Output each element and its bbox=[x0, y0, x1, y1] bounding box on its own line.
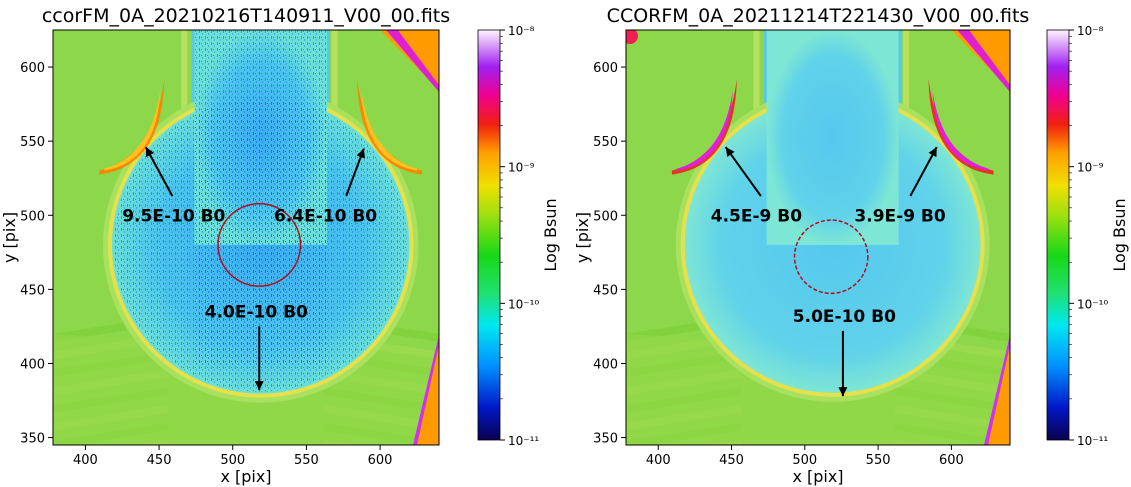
channel-edge bbox=[331, 30, 338, 171]
chart-title: CCORFM_0A_20211214T221430_V00_00.fits bbox=[607, 5, 1030, 27]
y-tick-label: 500 bbox=[20, 209, 45, 224]
annotation-label: 6.4E-10 B0 bbox=[274, 206, 377, 226]
annotation-arrowhead bbox=[838, 387, 848, 397]
channel-edge bbox=[181, 30, 188, 171]
colorbar-tick-label: 10⁻⁹ bbox=[1077, 161, 1104, 175]
y-tick-label: 450 bbox=[20, 283, 45, 298]
annotation-arrowhead bbox=[356, 148, 365, 159]
bright-horn-core bbox=[676, 90, 733, 171]
colorbar-tick-label: 10⁻¹¹ bbox=[1077, 434, 1108, 448]
y-tick-label: 450 bbox=[593, 283, 618, 298]
annotation-arrowhead bbox=[145, 147, 155, 158]
x-axis-label: x [pix] bbox=[792, 467, 843, 486]
annotation-arrowhead bbox=[928, 147, 937, 158]
annotation-arrow bbox=[909, 146, 938, 197]
x-tick-label: 400 bbox=[646, 453, 671, 468]
panel-1: 9.5E-10 B0 6.4E-10 B0 4.0E-10 B0 400 450 500 5… bbox=[0, 5, 560, 486]
annotation-arrow bbox=[144, 146, 174, 197]
colorbar-label: Log Bsun bbox=[1110, 198, 1129, 271]
channel-fill bbox=[766, 30, 899, 245]
y-axis-label: y [pix] bbox=[0, 212, 19, 263]
annotation-label: 9.5E-10 B0 bbox=[122, 206, 225, 226]
x-tick-label: 400 bbox=[73, 453, 98, 468]
axes-frame bbox=[625, 29, 1011, 446]
heatmap-image bbox=[626, 30, 1010, 445]
channel-edge bbox=[753, 30, 760, 171]
y-tick-label: 350 bbox=[593, 432, 618, 447]
corner-glow-bottom-edge bbox=[984, 335, 1010, 445]
colorbar-label: Log Bsun bbox=[541, 198, 560, 271]
channel-edge bbox=[903, 30, 910, 171]
y-tick-label: 550 bbox=[20, 135, 45, 150]
corner-glow-edge bbox=[385, 30, 439, 92]
bright-horn-core bbox=[104, 90, 161, 171]
x-tick-label: 500 bbox=[220, 453, 245, 468]
bright-horn-core bbox=[932, 90, 989, 171]
x-tick-label: 550 bbox=[866, 453, 891, 468]
aperture-circle bbox=[217, 202, 302, 287]
colorbar bbox=[477, 29, 501, 441]
y-tick-label: 350 bbox=[20, 432, 45, 447]
corner-glow bbox=[380, 30, 439, 90]
y-tick-label: 600 bbox=[593, 61, 618, 76]
colorbar-tick-label: 10⁻⁸ bbox=[1077, 24, 1104, 38]
x-tick-label: 450 bbox=[147, 453, 172, 468]
y-tick-label: 400 bbox=[593, 357, 618, 372]
y-tick-label: 600 bbox=[20, 61, 45, 76]
axes-frame bbox=[52, 29, 440, 446]
colorbar-tick-label: 10⁻¹¹ bbox=[508, 434, 539, 448]
colorbar-tick-label: 10⁻¹⁰ bbox=[1077, 297, 1108, 311]
corner-glow-bottom-edge bbox=[413, 335, 439, 445]
x-tick-label: 600 bbox=[368, 453, 393, 468]
corner-glow-topleft bbox=[626, 30, 638, 44]
annotation-label: 4.0E-10 B0 bbox=[205, 303, 308, 323]
y-tick-label: 500 bbox=[593, 209, 618, 224]
annotation-arrowhead bbox=[725, 147, 735, 158]
x-tick-label: 450 bbox=[719, 453, 744, 468]
corner-glow-edge bbox=[957, 30, 1010, 92]
annotation-label: 5.0E-10 B0 bbox=[793, 307, 896, 327]
x-tick-label: 600 bbox=[939, 453, 964, 468]
x-axis-label: x [pix] bbox=[220, 467, 271, 486]
colorbar-tick-label: 10⁻⁸ bbox=[508, 24, 535, 38]
x-tick-label: 550 bbox=[294, 453, 319, 468]
y-axis-label: y [pix] bbox=[573, 212, 592, 263]
aperture-circle bbox=[793, 219, 869, 295]
noise-bowl bbox=[113, 98, 408, 392]
y-tick-label: 550 bbox=[593, 135, 618, 150]
bright-horn-core bbox=[361, 90, 418, 171]
colorbar bbox=[1046, 29, 1070, 441]
annotation-arrow bbox=[724, 146, 762, 197]
corner-glow bbox=[951, 30, 1010, 90]
annotation-arrowhead bbox=[254, 381, 264, 391]
panel-2: 4.5E-9 B0 3.9E-9 B0 5.0E-10 B0 400 450 500 550… bbox=[573, 5, 1129, 486]
colorbar-tick-label: 10⁻⁹ bbox=[508, 161, 535, 175]
y-tick-label: 400 bbox=[20, 357, 45, 372]
annotation-label: 3.9E-9 B0 bbox=[854, 206, 945, 226]
x-tick-label: 500 bbox=[792, 453, 817, 468]
annotation-label: 4.5E-9 B0 bbox=[711, 206, 802, 226]
heatmap-image bbox=[53, 30, 439, 445]
colorbar-tick-label: 10⁻¹⁰ bbox=[508, 297, 539, 311]
chart-title: ccorFM_0A_20210216T140911_V00_00.fits bbox=[42, 5, 450, 27]
